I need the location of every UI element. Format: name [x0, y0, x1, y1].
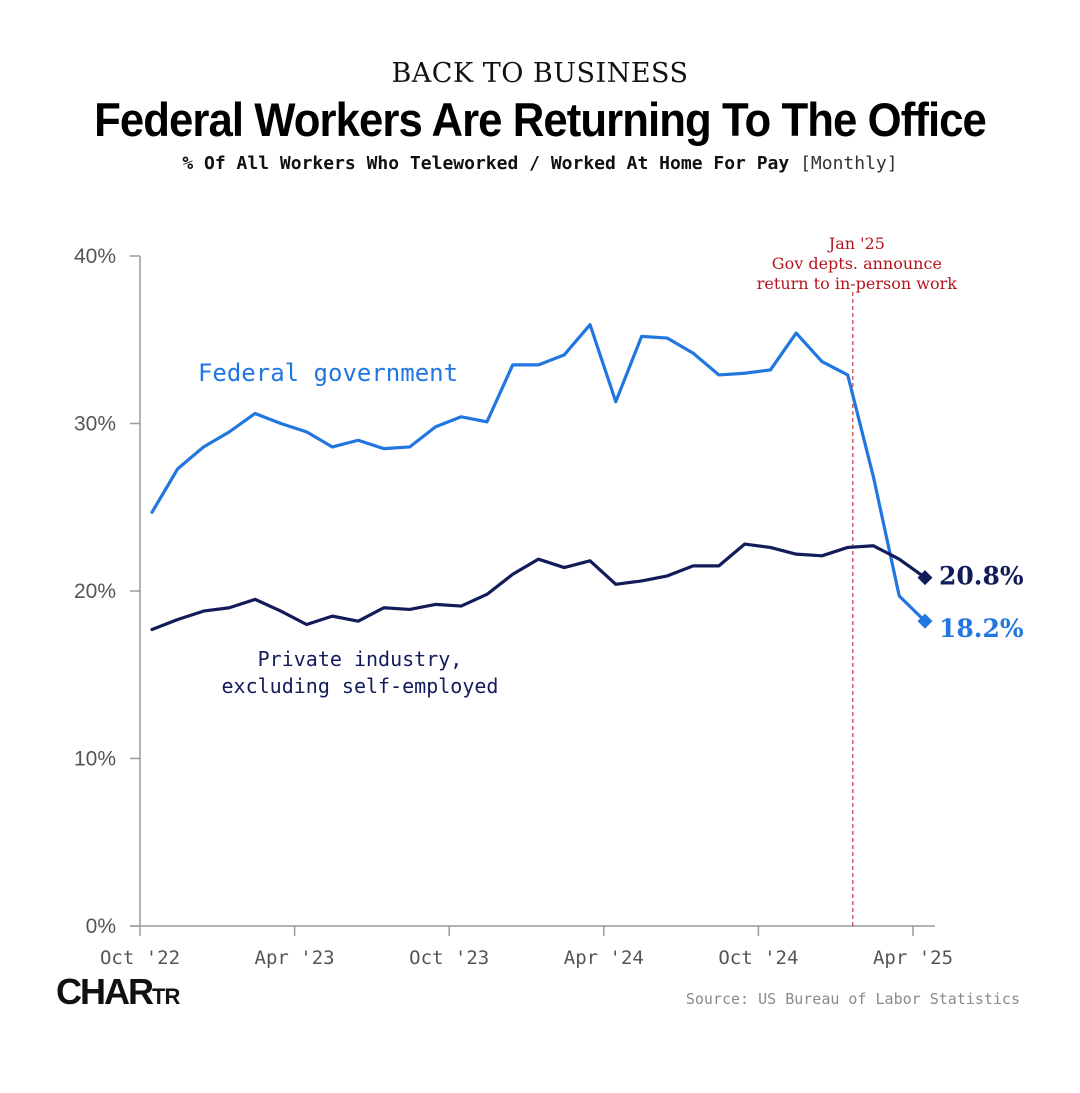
chart-labels: 18.2% Federal government 20.8% Private indu… [198, 359, 1024, 698]
x-tick-label: Oct '24 [718, 947, 798, 969]
private-industry-series-label: Private industry, [258, 647, 463, 671]
chartr-logo: CHARTR [56, 971, 180, 1017]
annotation-text: Jan '25 [827, 234, 885, 253]
y-tick-label: 0% [86, 915, 116, 938]
federal-government-end-label: 18.2% [939, 614, 1024, 643]
chart-axes: 0% 10% 20% 30% 40% Oct '22 Apr '23 Oct '23 Apr '… [74, 245, 953, 969]
x-tick-label: Apr '24 [564, 947, 644, 969]
chart-subtitle: % Of All Workers Who Teleworked / Worked… [0, 153, 1080, 174]
x-tick-label: Oct '23 [409, 947, 489, 969]
y-tick-label: 30% [74, 413, 116, 436]
y-tick-label: 10% [74, 748, 116, 771]
private-industry-end-marker [917, 570, 933, 586]
logo-small-text: TR [152, 984, 180, 1009]
subtitle-text: % Of All Workers Who Teleworked / Worked… [182, 153, 790, 174]
y-tick-label: 20% [74, 580, 116, 603]
private-industry-series-label: excluding self-employed [222, 674, 499, 698]
x-tick-label: Apr '23 [255, 947, 335, 969]
chart-kicker: BACK TO BUSINESS [391, 58, 689, 89]
private-industry-line [150, 542, 927, 632]
subtitle-frequency: [Monthly] [800, 153, 898, 174]
chart-series [150, 323, 933, 632]
x-tick-label: Apr '25 [873, 947, 953, 969]
chart-title: Federal Workers Are Returning To The Off… [94, 93, 987, 146]
source-note: Source: US Bureau of Labor Statistics [685, 990, 1020, 1008]
private-industry-end-label: 20.8% [939, 562, 1024, 591]
annotation-text: Gov depts. announce [772, 254, 942, 273]
x-tick-label: Oct '22 [100, 947, 180, 969]
y-tick-label: 40% [74, 245, 116, 268]
federal-government-line [150, 323, 927, 623]
federal-government-series-label: Federal government [198, 359, 458, 387]
logo-main-text: CHAR [56, 971, 154, 1012]
annotation-text: return to in-person work [757, 274, 957, 293]
federal-government-end-marker [917, 613, 933, 629]
